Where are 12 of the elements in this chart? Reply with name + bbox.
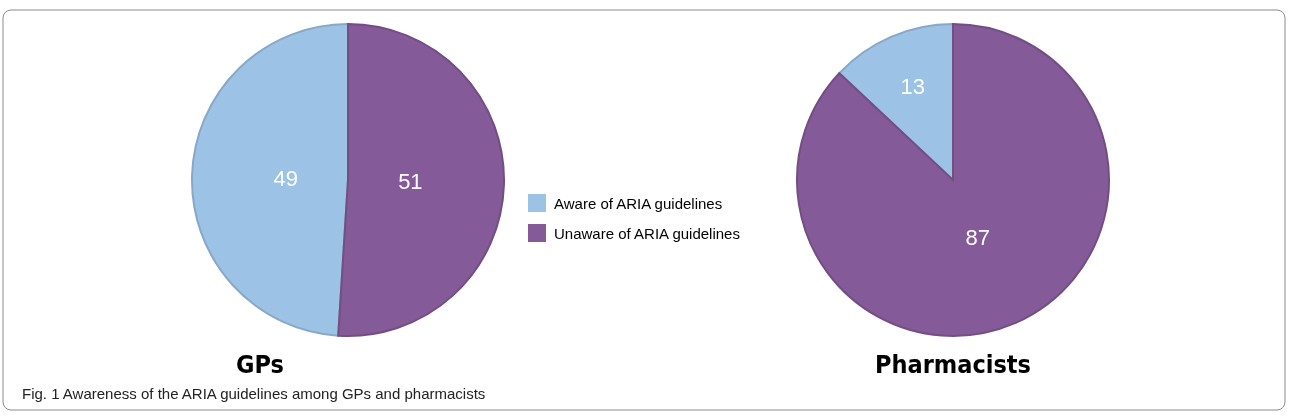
text: Pharmacists	[875, 350, 1031, 379]
data-label: 13	[900, 74, 925, 100]
legend-label: Unaware of ARIA guidelines	[554, 224, 740, 242]
text: GPs	[236, 350, 284, 379]
data-label: 51	[398, 169, 423, 195]
legend-label: Aware of ARIA guidelines	[554, 194, 723, 212]
pie-slice	[796, 23, 1110, 337]
data-label: 87	[965, 224, 991, 250]
data-label: 49	[273, 165, 298, 191]
caption: Fig. 1 Awareness of the ARIA guidelines among GPs and pharmacists	[22, 385, 486, 402]
pie-slice	[191, 23, 349, 337]
pie-slice	[337, 23, 505, 337]
